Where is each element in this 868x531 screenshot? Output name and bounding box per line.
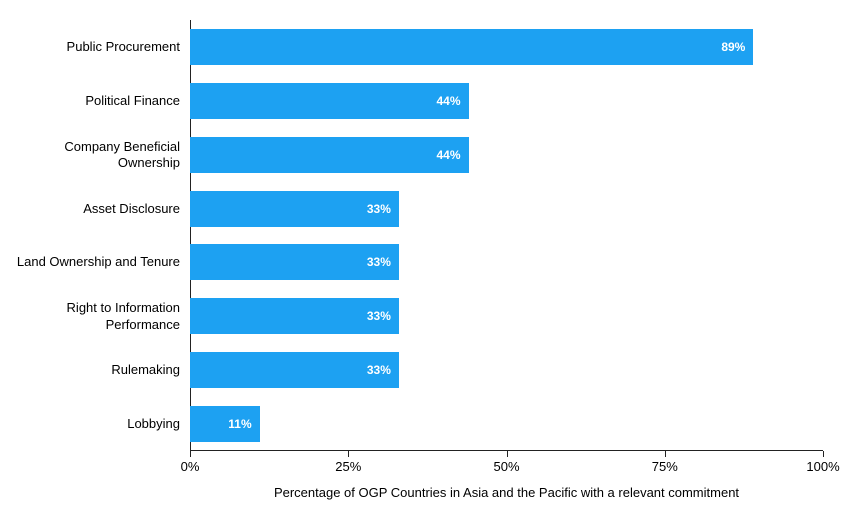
bar-value-label: 33% [367, 255, 391, 269]
x-tick-label: 100% [806, 459, 839, 474]
x-tick-label: 50% [493, 459, 519, 474]
x-tick [823, 451, 824, 457]
bar-value-label: 89% [721, 40, 745, 54]
bar: 33% [190, 191, 399, 227]
bar-value-label: 33% [367, 363, 391, 377]
bar-value-label: 11% [228, 417, 251, 431]
bar-value-label: 44% [436, 94, 460, 108]
plot-area: Percentage of OGP Countries in Asia and … [190, 20, 823, 451]
y-axis-label: Asset Disclosure [10, 200, 190, 216]
bar-value-label: 33% [367, 202, 391, 216]
bar: 44% [190, 83, 469, 119]
y-axis-label: Company Beneficial Ownership [10, 138, 190, 171]
x-tick-label: 25% [335, 459, 361, 474]
chart-container: Percentage of OGP Countries in Asia and … [0, 0, 868, 531]
x-tick [665, 451, 666, 457]
y-axis-label: Right to Information Performance [10, 300, 190, 333]
bar-value-label: 33% [367, 309, 391, 323]
x-tick [507, 451, 508, 457]
bar: 33% [190, 244, 399, 280]
x-tick-label: 75% [652, 459, 678, 474]
bar: 33% [190, 352, 399, 388]
bar: 89% [190, 29, 753, 65]
y-axis-label: Rulemaking [10, 362, 190, 378]
y-axis-label: Political Finance [10, 93, 190, 109]
x-tick-label: 0% [181, 459, 200, 474]
x-tick [190, 451, 191, 457]
y-axis-label: Public Procurement [10, 39, 190, 55]
bar: 11% [190, 406, 260, 442]
bar: 33% [190, 298, 399, 334]
y-axis-label: Land Ownership and Tenure [10, 254, 190, 270]
x-tick [348, 451, 349, 457]
bar-value-label: 44% [436, 148, 460, 162]
y-axis-label: Lobbying [10, 416, 190, 432]
x-axis-caption: Percentage of OGP Countries in Asia and … [190, 485, 823, 500]
bar: 44% [190, 137, 469, 173]
